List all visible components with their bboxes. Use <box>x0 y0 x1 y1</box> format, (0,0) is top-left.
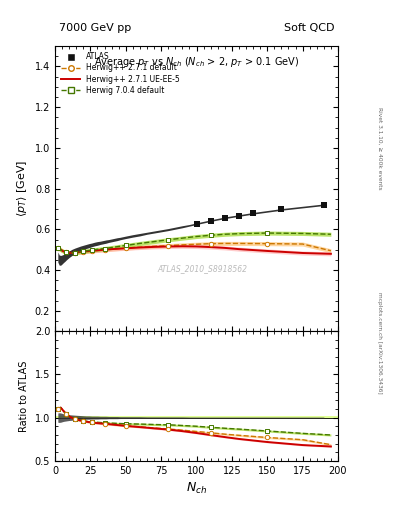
Point <box>63 410 70 418</box>
Point <box>165 242 171 250</box>
Point <box>123 422 129 430</box>
Point <box>63 410 70 418</box>
Point <box>101 420 108 428</box>
Text: Average $p_T$ vs $N_{ch}$ ($N_{ch}$ > 2, $p_T$ > 0.1 GeV): Average $p_T$ vs $N_{ch}$ ($N_{ch}$ > 2,… <box>94 55 299 69</box>
Point <box>101 246 108 254</box>
Point <box>264 240 270 248</box>
Point <box>236 211 242 220</box>
Point <box>208 231 214 240</box>
Point <box>165 425 171 433</box>
Point <box>55 405 61 413</box>
Point <box>208 240 214 248</box>
Text: mcplots.cern.ch [arXiv:1306.3436]: mcplots.cern.ch [arXiv:1306.3436] <box>377 292 382 394</box>
X-axis label: $N_{ch}$: $N_{ch}$ <box>186 481 207 496</box>
Point <box>165 421 171 429</box>
Point <box>208 217 214 225</box>
Point <box>63 248 70 257</box>
Legend: ATLAS, Herwig++ 2.7.1 default, Herwig++ 2.7.1 UE-EE-5, Herwig 7.0.4 default: ATLAS, Herwig++ 2.7.1 default, Herwig++ … <box>58 49 183 98</box>
Point <box>123 244 129 252</box>
Point <box>208 429 214 437</box>
Point <box>72 248 78 257</box>
Point <box>89 418 95 426</box>
Point <box>80 417 86 425</box>
Point <box>165 236 171 244</box>
Point <box>321 201 327 209</box>
Point <box>80 248 86 256</box>
Text: ATLAS_2010_S8918562: ATLAS_2010_S8918562 <box>157 264 247 273</box>
Point <box>63 248 70 257</box>
Point <box>264 427 270 435</box>
Point <box>264 229 270 237</box>
Point <box>123 420 129 428</box>
Point <box>80 417 86 425</box>
Point <box>222 214 228 222</box>
Point <box>101 244 108 252</box>
Point <box>278 205 285 214</box>
Text: Soft QCD: Soft QCD <box>284 23 334 33</box>
Point <box>264 433 270 441</box>
Point <box>55 244 61 252</box>
Point <box>72 415 78 423</box>
Point <box>123 241 129 249</box>
Point <box>89 247 95 255</box>
Point <box>89 246 95 254</box>
Point <box>72 415 78 423</box>
Point <box>80 247 86 255</box>
Point <box>72 248 78 257</box>
Point <box>208 423 214 432</box>
Point <box>250 209 256 218</box>
Point <box>193 220 200 228</box>
Y-axis label: $\langle p_T \rangle$ [GeV]: $\langle p_T \rangle$ [GeV] <box>15 160 29 217</box>
Point <box>89 418 95 426</box>
Point <box>55 405 61 413</box>
Y-axis label: Ratio to ATLAS: Ratio to ATLAS <box>19 360 29 432</box>
Text: Rivet 3.1.10, ≥ 400k events: Rivet 3.1.10, ≥ 400k events <box>377 107 382 190</box>
Text: 7000 GeV pp: 7000 GeV pp <box>59 23 131 33</box>
Point <box>101 419 108 427</box>
Point <box>55 244 61 252</box>
